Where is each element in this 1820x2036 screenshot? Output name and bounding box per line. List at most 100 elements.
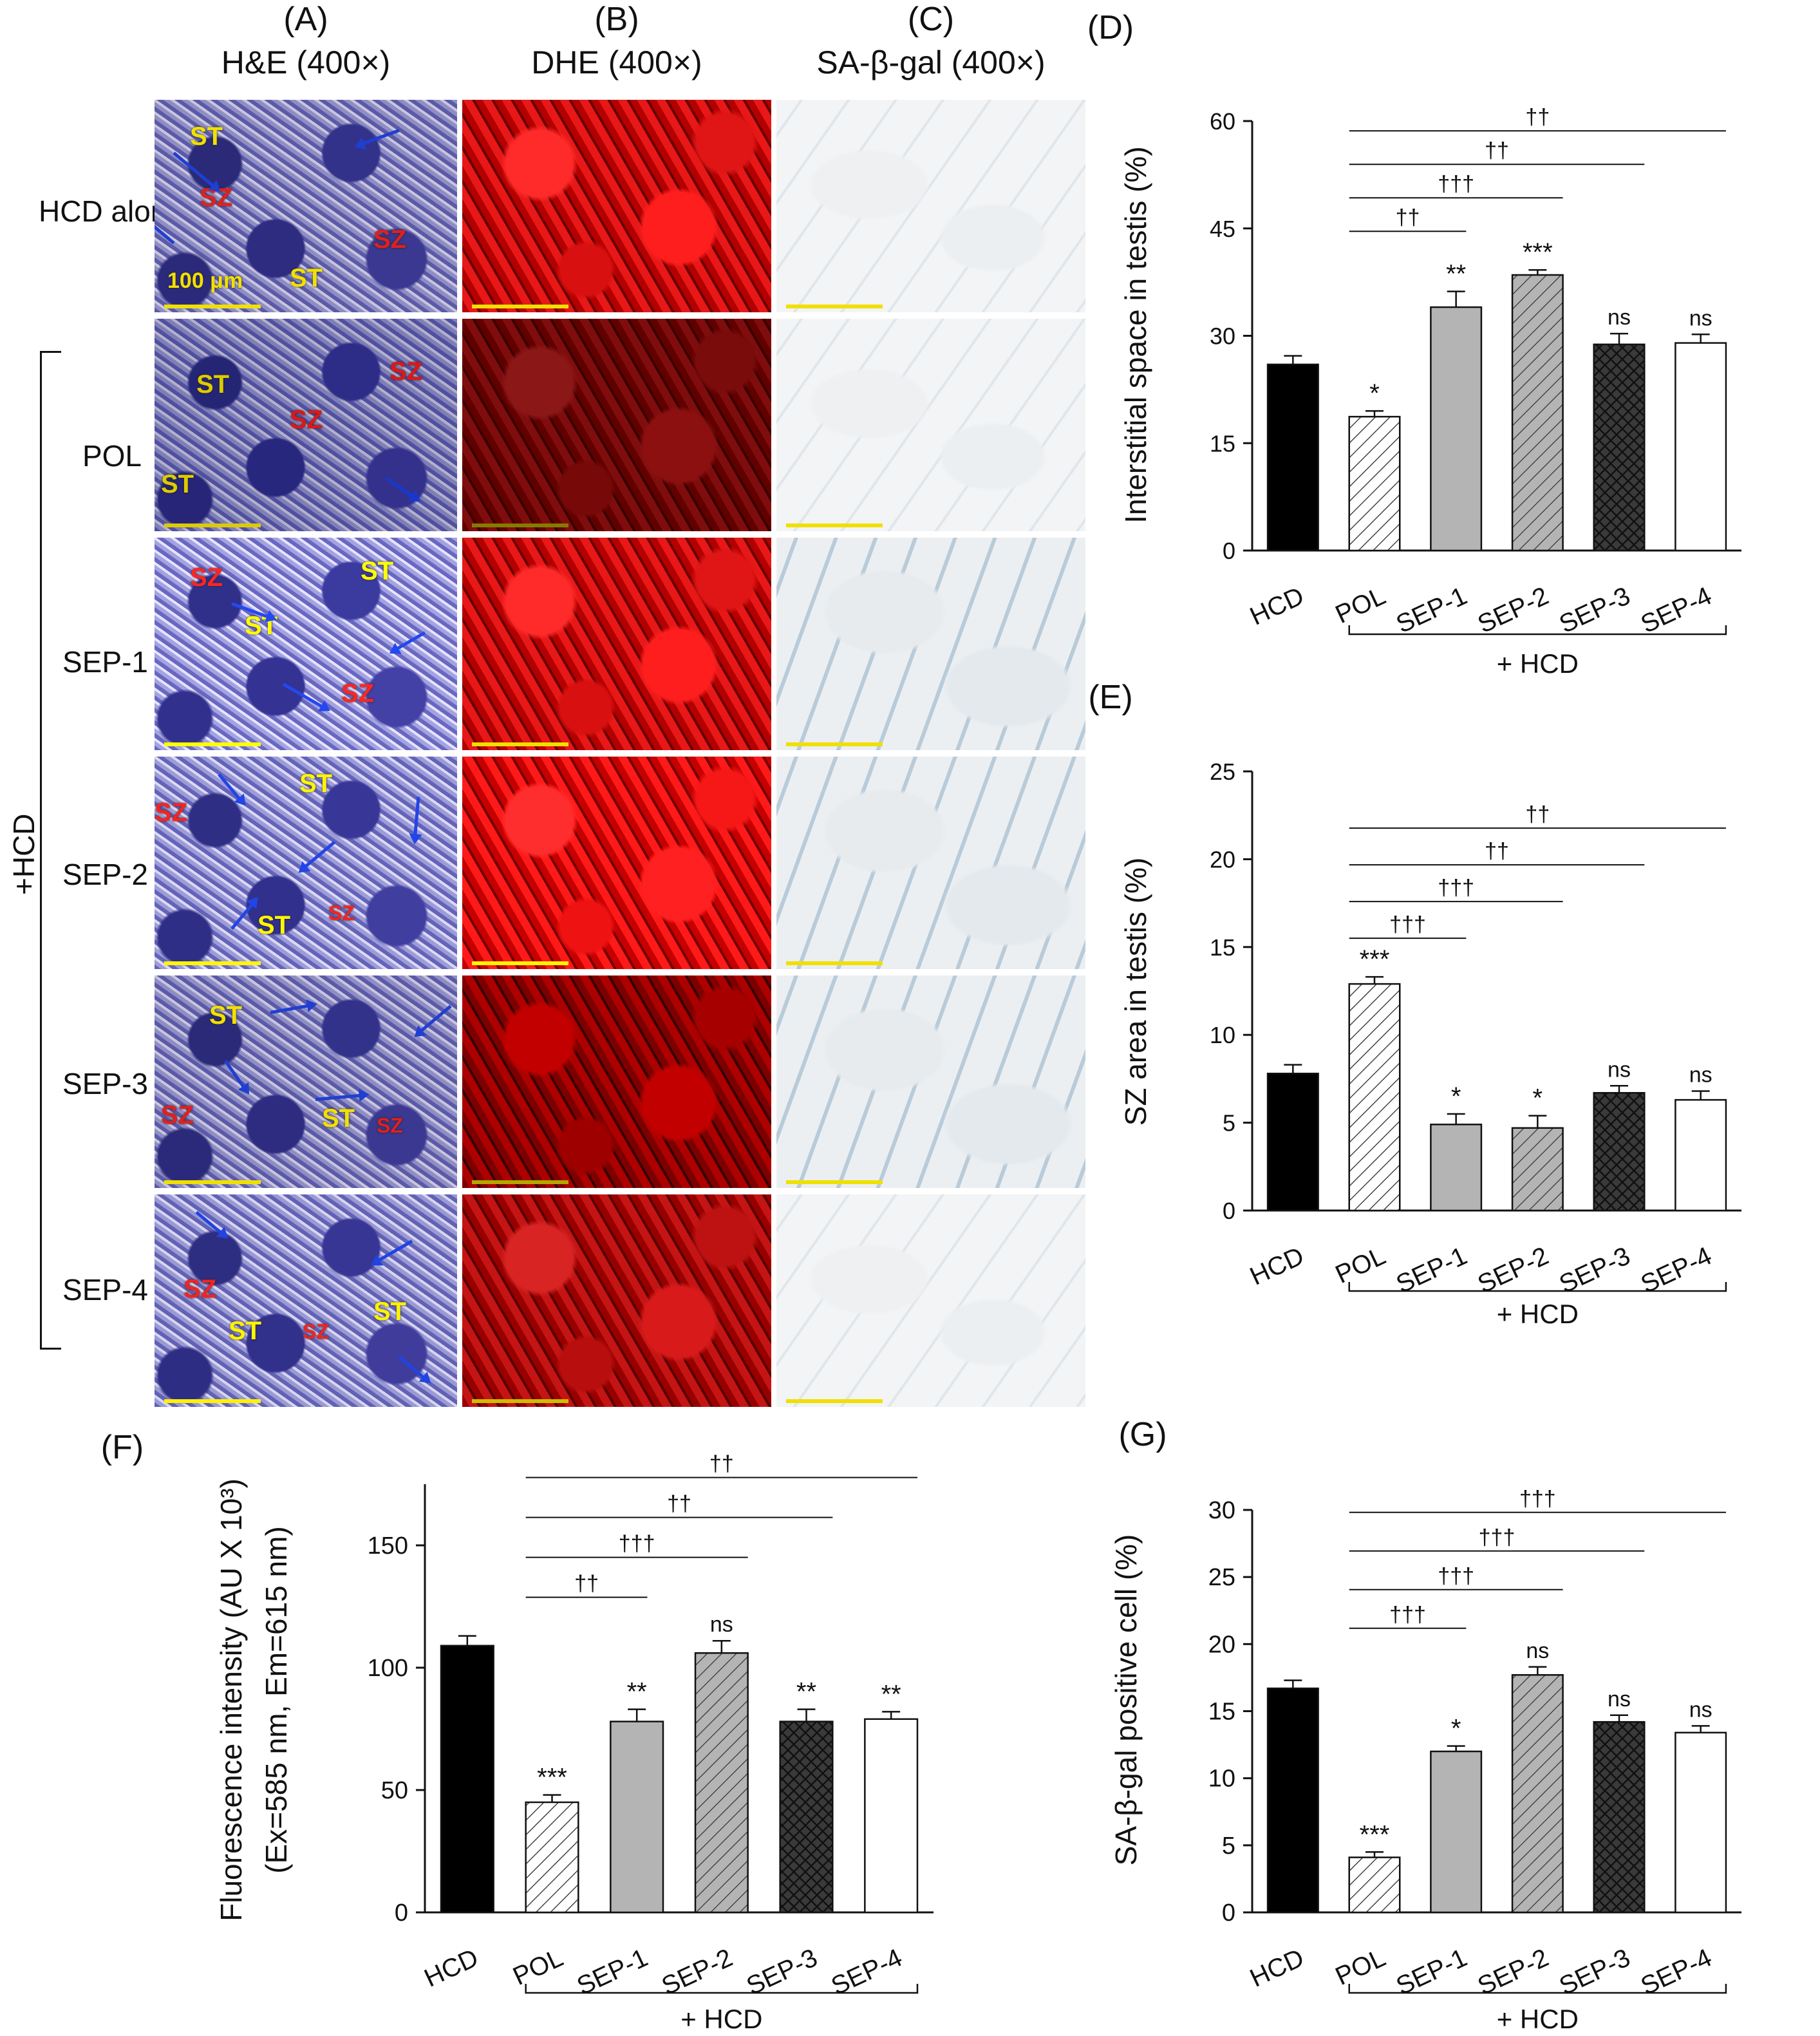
chart-g-bar-sep-3	[1593, 1720, 1646, 1914]
micrograph-dhe-hcd-alone	[462, 100, 771, 312]
chart-e-bar-sep-3	[1593, 1091, 1646, 1212]
chart-d-x-tick-label: SEP-4	[1637, 581, 1716, 639]
chart-f-significance: **	[796, 1678, 816, 1706]
micrograph-he-sep-1: SZ ST ST SZ	[155, 538, 457, 750]
chart-d-significance: ns	[1608, 305, 1631, 330]
chart-f-bar-hcd	[440, 1645, 494, 1914]
chart-f-significance: ns	[710, 1612, 733, 1637]
sz-label: SZ	[373, 225, 407, 254]
chart-g-panel-letter: (G)	[1118, 1416, 1167, 1453]
chart-e-comparison-label: ††	[1485, 839, 1509, 863]
micrograph-dhe-sep-4	[462, 1194, 771, 1407]
scale-bar	[786, 305, 883, 308]
chart-d-bar-sep-1	[1430, 306, 1483, 552]
chart-e-comparison-label: †††	[1389, 912, 1426, 937]
chart-d-significance: *	[1369, 379, 1380, 408]
chart-d-comparison-label: †††	[1438, 172, 1474, 196]
st-label: ST	[209, 1001, 243, 1030]
micrograph-he-pol: ST SZ SZ ST	[155, 319, 457, 531]
chart-f-x-tick-label: HCD	[420, 1943, 482, 1993]
hcd-group-bracket	[40, 351, 61, 1350]
chart-e-bar-sep-2	[1511, 1127, 1564, 1212]
scale-bar	[164, 742, 261, 746]
chart-d-y-tick-label: 15	[1210, 430, 1235, 457]
chart-e-comparison-label: †††	[1438, 876, 1474, 900]
sz-label: SZ	[183, 1275, 217, 1303]
chart-f-x-tick-label: SEP-4	[827, 1943, 906, 2001]
chart-e-bar-sep-4	[1675, 1098, 1727, 1212]
st-label: ST	[161, 470, 194, 498]
column-title-dhe: DHE (400×)	[531, 44, 702, 80]
chart-g-y-tick-label: 20	[1208, 1631, 1235, 1658]
st-label: ST	[322, 1104, 355, 1133]
chart-g-bar-sep-1	[1430, 1750, 1483, 1914]
chart-f-x-tick-label: SEP-2	[657, 1943, 736, 2001]
chart-e-comparison-label: ††	[1525, 802, 1550, 827]
chart-g-x-tick-label: SEP-1	[1392, 1943, 1471, 2001]
sz-label: SZ	[190, 563, 223, 592]
scale-bar	[786, 961, 883, 965]
chart-e-x-tick-label: HCD	[1246, 1241, 1308, 1291]
chart-e-x-tick-label: POL	[1331, 1241, 1390, 1289]
chart-d-bar-sep-3	[1593, 343, 1646, 552]
micrograph-dhe-sep-2	[462, 757, 771, 969]
scale-bar	[164, 523, 261, 527]
sz-label: SZ	[161, 1101, 194, 1129]
chart-f-comparison-label: †††	[619, 1532, 655, 1556]
scale-bar	[786, 1399, 883, 1403]
chart-f-y-tick-label: 150	[368, 1532, 408, 1560]
chart-d-y-tick-label: 30	[1210, 323, 1235, 350]
chart-g-y-tick-label: 30	[1208, 1497, 1235, 1524]
chart-g-y-tick-label: 15	[1208, 1699, 1235, 1726]
micrograph-sa-gal-hcd-alone	[776, 100, 1085, 312]
chart-f-y-label: Fluorescence intensity (AU X 10³)	[214, 1478, 248, 1921]
sz-label: SZ	[328, 901, 355, 925]
chart-g-y-label: SA-β-gal positive cell (%)	[1109, 1534, 1143, 1866]
scale-bar	[164, 1180, 261, 1184]
chart-d-comparison-label: ††	[1396, 205, 1420, 230]
chart-e-bar-pol	[1348, 983, 1401, 1212]
micrograph-dhe-sep-1	[462, 538, 771, 750]
chart-e-y-tick-label: 25	[1210, 759, 1235, 785]
st-label: ST	[229, 1317, 262, 1345]
chart-f-significance: ***	[537, 1764, 567, 1792]
row-label-sep-1: SEP-1	[62, 645, 148, 679]
scale-bar	[472, 305, 568, 308]
chart-d-comparison-label: ††	[1525, 105, 1550, 129]
st-label: ST	[190, 122, 223, 151]
panel-letter-a: (A)	[283, 1, 328, 38]
chart-g-bar-sep-4	[1675, 1731, 1727, 1914]
chart-e-y-label: SZ area in testis (%)	[1119, 858, 1152, 1126]
chart-f-bar-sep-1	[610, 1720, 664, 1914]
chart-e-significance: ns	[1608, 1057, 1631, 1082]
chart-e-panel-letter: (E)	[1088, 679, 1132, 716]
chart-g-significance: ns	[1689, 1697, 1712, 1722]
chart-f-panel-letter: (F)	[101, 1429, 144, 1466]
micrograph-sa-gal-sep-2	[776, 757, 1085, 969]
chart-e-y-tick-label: 15	[1210, 934, 1235, 961]
micrograph-sa-gal-sep-3	[776, 976, 1085, 1188]
micrograph-sa-gal-pol	[776, 319, 1085, 531]
scale-bar	[472, 1180, 568, 1184]
chart-e-x-tick-label: SEP-3	[1555, 1241, 1634, 1299]
micrograph-dhe-sep-3	[462, 976, 771, 1188]
st-label: ST	[258, 911, 291, 939]
chart-d-x-tick-label: SEP-3	[1555, 581, 1634, 639]
chart-f-x-tick-label: SEP-1	[573, 1943, 652, 2001]
row-label-sep-2: SEP-2	[62, 858, 148, 891]
chart-e-y-tick-label: 20	[1210, 846, 1235, 872]
chart-e-y-tick-label: 5	[1223, 1110, 1235, 1136]
chart-f-x-tick-label: POL	[509, 1943, 567, 1991]
chart-f-significance: **	[627, 1678, 647, 1706]
scale-bar	[164, 961, 261, 965]
chart-f-group-bracket	[525, 1984, 919, 1994]
chart-f-significance: **	[881, 1680, 901, 1708]
st-label: ST	[373, 1297, 407, 1326]
chart-e-significance: *	[1451, 1082, 1461, 1111]
chart-f-x-tick-label: SEP-3	[742, 1943, 821, 2001]
chart-e-significance: ns	[1689, 1062, 1712, 1087]
chart-f-bar-sep-4	[864, 1718, 919, 1914]
chart-d-x-tick-label: SEP-1	[1392, 581, 1471, 639]
panel-letter-c: (C)	[907, 1, 955, 38]
scale-bar	[786, 523, 883, 527]
